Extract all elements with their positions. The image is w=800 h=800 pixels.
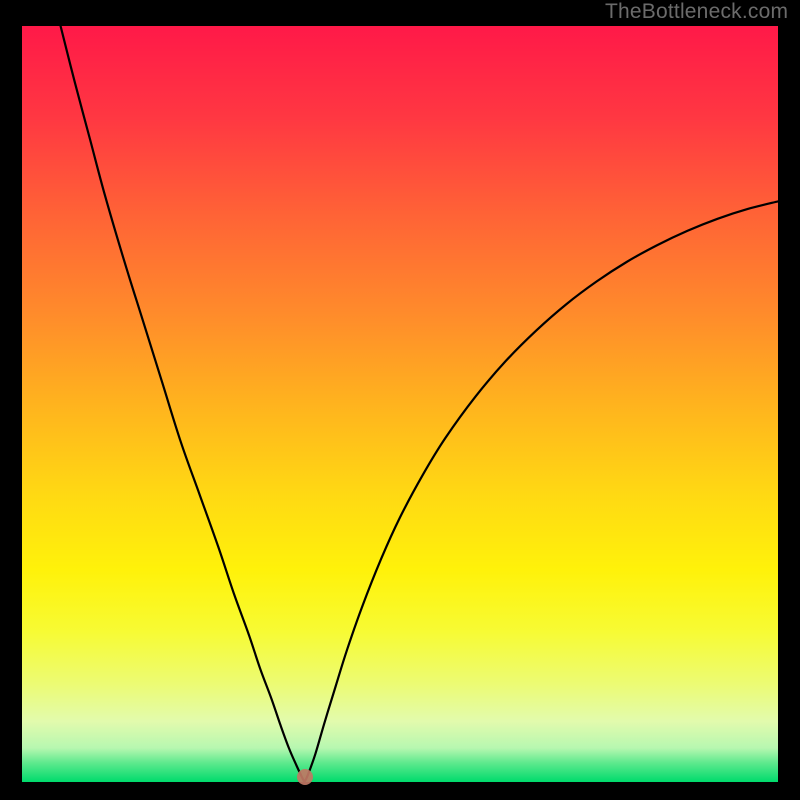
watermark-text: TheBottleneck.com — [605, 0, 788, 24]
bottleneck-curve — [0, 0, 800, 800]
chart-stage: TheBottleneck.com — [0, 0, 800, 800]
